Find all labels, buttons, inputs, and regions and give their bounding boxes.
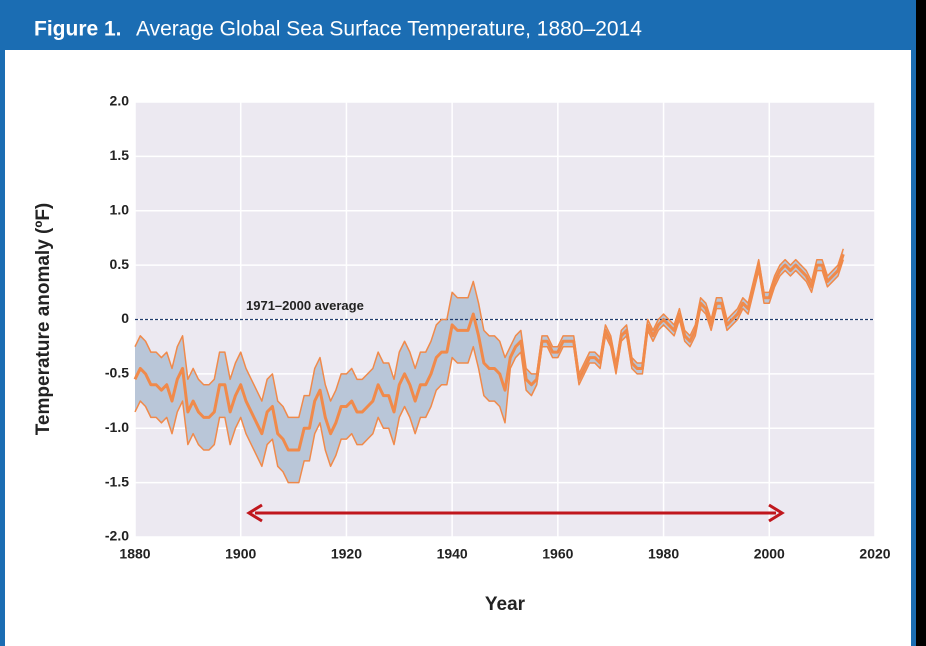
- reference-label: 1971–2000 average: [246, 298, 364, 313]
- chart-title: Average Global Sea Surface Temperature, …: [136, 18, 642, 41]
- x-tick-label: 1940: [437, 546, 468, 562]
- plot-area: 2.0 1.5 1.0 0.5 0 -0.5 -1.0 -1.5 -2.0 1880 1900 192…: [105, 93, 891, 562]
- y-tick-label: 0.5: [110, 256, 130, 272]
- uncertainty-band: [135, 248, 844, 483]
- y-tick-label: -0.5: [105, 365, 129, 381]
- mean-line: [133, 253, 845, 452]
- y-axis-label: Temperature anomaly (ºF): [33, 203, 54, 436]
- y-tick-label: -2.0: [105, 528, 129, 544]
- x-tick-label: 1900: [225, 546, 256, 562]
- y-tick-label: -1.5: [105, 473, 129, 489]
- figure-label: Figure 1.: [34, 18, 122, 41]
- arrow-head-left: [246, 503, 263, 523]
- x-tick-label: 1980: [648, 546, 679, 562]
- x-tick-label: 1960: [542, 546, 573, 562]
- x-tick-label: 2000: [754, 546, 785, 562]
- band-edge: [134, 248, 844, 419]
- y-tick-label: 0: [121, 310, 129, 326]
- x-axis-label: Year: [485, 594, 526, 615]
- x-tick-label: 1880: [119, 546, 150, 562]
- y-tick-label: -1.0: [105, 419, 129, 435]
- x-tick-label: 1920: [331, 546, 362, 562]
- period-arrow: [246, 503, 785, 523]
- x-tick-label: 2020: [859, 546, 890, 562]
- band-edge: [134, 259, 844, 484]
- y-tick-label: 1.5: [110, 147, 130, 163]
- y-tick-label: 2.0: [110, 93, 130, 109]
- y-tick-label: 1.0: [110, 201, 130, 217]
- arrow-head-right: [768, 503, 785, 523]
